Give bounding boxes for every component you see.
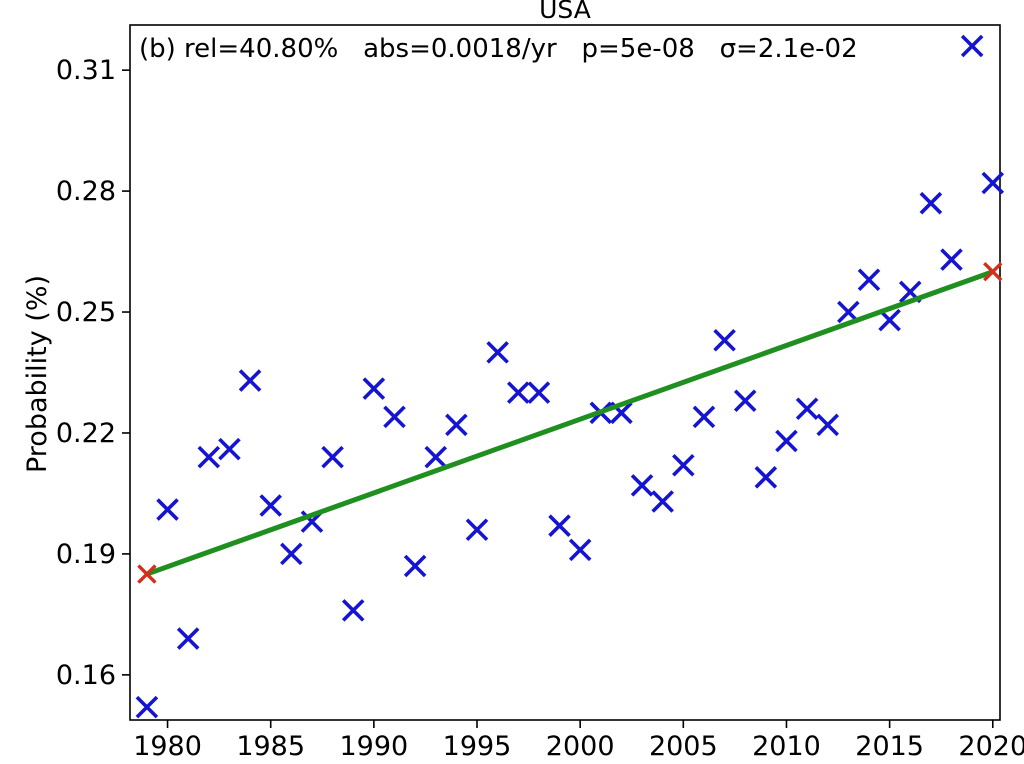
data-point-marker [960, 34, 984, 58]
data-point-marker [919, 191, 943, 215]
y-tick-label: 0.19 [56, 539, 116, 570]
trend-start-marker [137, 564, 157, 584]
data-point-marker [362, 377, 386, 400]
data-point-marker [733, 389, 757, 412]
data-point-marker [692, 405, 716, 429]
y-tick-label: 0.16 [56, 660, 116, 691]
data-point-marker [424, 445, 448, 469]
plot-border [129, 24, 1001, 721]
chart-title: USA [539, 0, 591, 24]
data-point-marker [383, 405, 406, 429]
data-point-marker [857, 268, 881, 292]
data-point-marker [795, 397, 819, 421]
x-tick-label: 2000 [546, 731, 615, 762]
x-tick-label: 2015 [855, 731, 924, 762]
x-tick-label: 1990 [339, 731, 408, 762]
trend-end-marker [983, 262, 1003, 282]
stats-annotation: (b) rel=40.80% abs=0.0018/yr p=5e-08 σ=2… [139, 34, 858, 64]
data-point-marker [259, 494, 282, 517]
data-point-marker [403, 554, 427, 578]
data-point-marker [321, 445, 344, 469]
x-tick-label: 2020 [958, 731, 1024, 762]
data-point-marker [465, 518, 489, 541]
data-point-marker [630, 474, 654, 497]
data-point-marker [713, 328, 736, 352]
data-point-marker [568, 538, 592, 562]
x-tick-label: 2010 [752, 731, 821, 762]
data-point-marker [506, 381, 530, 404]
data-point-marker [672, 453, 695, 477]
data-point-marker [651, 490, 674, 513]
data-point-marker [280, 542, 303, 566]
data-point-marker [135, 695, 159, 719]
data-point-marker [775, 429, 798, 453]
data-point-marker [238, 369, 262, 392]
data-point-marker [445, 413, 468, 437]
y-tick-label: 0.31 [56, 55, 116, 86]
x-tick-label: 1985 [236, 731, 305, 762]
y-tick-label: 0.25 [56, 297, 116, 328]
y-tick-label: 0.22 [56, 418, 116, 449]
x-tick-label: 1995 [443, 731, 512, 762]
data-point-marker [156, 498, 179, 521]
data-point-marker [527, 381, 551, 404]
data-point-marker [981, 171, 1005, 195]
data-point-marker [940, 248, 963, 271]
x-tick-label: 1980 [133, 731, 202, 762]
data-point-marker [341, 599, 365, 622]
data-point-marker [816, 413, 840, 437]
data-point-marker [197, 445, 221, 469]
data-point-marker [218, 437, 241, 461]
data-point-marker [754, 466, 778, 489]
y-tick-label: 0.28 [56, 176, 116, 207]
trend-line [146, 269, 994, 577]
data-point-marker [176, 627, 200, 650]
x-tick-label: 2005 [649, 731, 718, 762]
data-point-marker [486, 341, 509, 364]
data-point-marker [548, 514, 571, 537]
